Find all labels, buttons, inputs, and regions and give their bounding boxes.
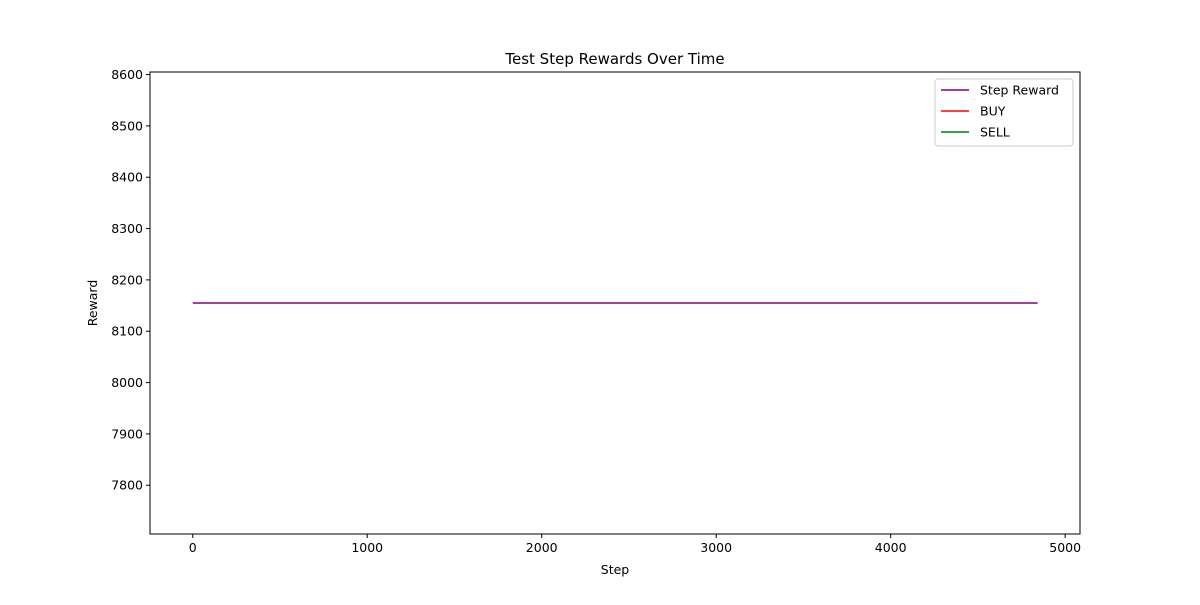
x-tick-label: 2000 [526, 540, 558, 555]
axis-ticks: 0 1000 2000 3000 4000 5000 7800 7900 8000 8100 820… [111, 67, 1081, 555]
x-axis-label: Step [601, 562, 630, 577]
y-tick-label: 8400 [111, 170, 143, 185]
y-axis-label: Reward [85, 280, 100, 327]
y-tick-label: 8200 [111, 272, 143, 287]
x-tick-label: 5000 [1049, 540, 1081, 555]
y-tick-label: 7800 [111, 478, 143, 493]
y-tick-label: 7900 [111, 426, 143, 441]
y-tick-label: 8300 [111, 221, 143, 236]
legend-label-sell: SELL [980, 125, 1010, 140]
y-tick-label: 8000 [111, 375, 143, 390]
x-tick-label: 0 [189, 540, 197, 555]
chart-title: Test Step Rewards Over Time [504, 50, 724, 68]
legend: Step Reward BUY SELL [934, 78, 1074, 147]
plot-area [149, 71, 1081, 535]
x-tick-label: 3000 [700, 540, 732, 555]
x-tick-label: 1000 [351, 540, 383, 555]
y-tick-label: 8500 [111, 118, 143, 133]
legend-label-buy: BUY [980, 104, 1006, 119]
legend-label-step-reward: Step Reward [980, 83, 1059, 98]
y-tick-label: 8600 [111, 67, 143, 82]
y-tick-label: 8100 [111, 324, 143, 339]
legend-box [934, 78, 1074, 147]
x-tick-label: 4000 [875, 540, 907, 555]
